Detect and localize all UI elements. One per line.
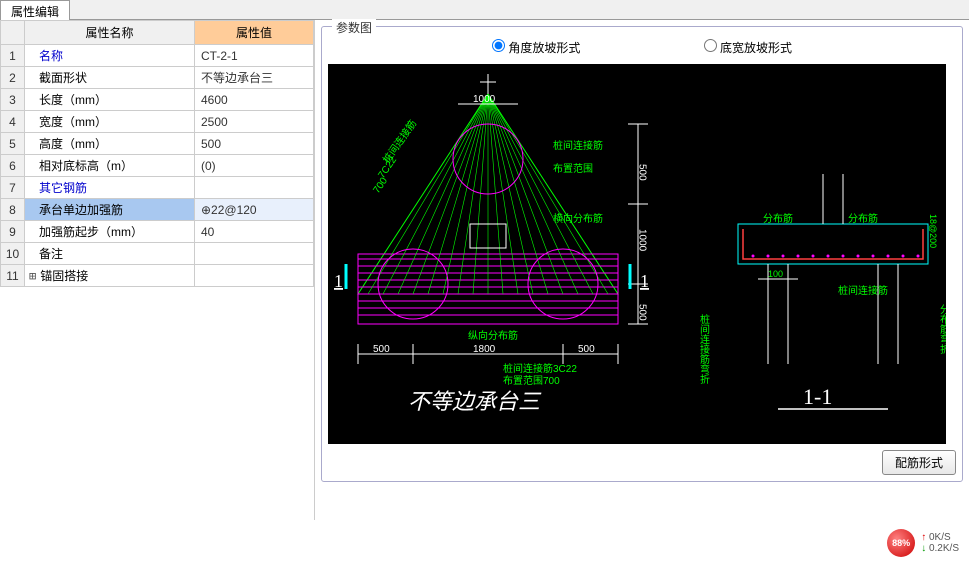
property-value[interactable]: (0) (195, 155, 314, 177)
diagram-legend: 参数图 (332, 19, 376, 36)
svg-text:1: 1 (334, 271, 343, 291)
property-value[interactable]: ⊕22@120 (195, 199, 314, 221)
property-name: 备注 (25, 243, 195, 265)
table-row[interactable]: 1名称CT-2-1 (1, 45, 314, 67)
table-row[interactable]: 3长度（mm）4600 (1, 89, 314, 111)
svg-text:1000: 1000 (473, 94, 496, 105)
property-name: 承台单边加强筋 (25, 199, 195, 221)
property-name: 长度（mm） (25, 89, 195, 111)
status-percent: 88% (887, 529, 915, 557)
row-number: 4 (1, 111, 25, 133)
property-value[interactable] (195, 177, 314, 199)
row-number: 9 (1, 221, 25, 243)
svg-text:500: 500 (637, 304, 648, 321)
svg-text:桩间连接筋: 桩间连接筋 (380, 117, 419, 165)
row-number: 3 (1, 89, 25, 111)
radio-angle-slope[interactable]: 角度放坡形式 (492, 39, 580, 56)
svg-text:1-1: 1-1 (803, 384, 832, 409)
property-value[interactable]: 500 (195, 133, 314, 155)
status-download: 0.2K/S (921, 543, 959, 554)
row-number: 5 (1, 133, 25, 155)
property-table: 属性名称 属性值 1名称CT-2-12截面形状不等边承台三3长度（mm）4600… (0, 20, 314, 287)
table-row[interactable]: 5高度（mm）500 (1, 133, 314, 155)
svg-text:500: 500 (373, 344, 390, 355)
property-value[interactable]: 40 (195, 221, 314, 243)
svg-text:不等边承台三: 不等边承台三 (408, 389, 542, 414)
col-value: 属性值 (195, 21, 314, 45)
svg-text:桩间连接筋弯折: 桩间连接筋弯折 (698, 313, 710, 385)
row-number: 8 (1, 199, 25, 221)
diagram-group: 参数图 角度放坡形式 底宽放坡形式 (321, 26, 963, 482)
row-number: 2 (1, 67, 25, 89)
svg-text:桩间连接筋3C22: 桩间连接筋3C22 (503, 362, 577, 375)
property-value[interactable] (195, 243, 314, 265)
table-row[interactable]: 2截面形状不等边承台三 (1, 67, 314, 89)
property-value[interactable]: 4600 (195, 89, 314, 111)
table-row[interactable]: 7其它钢筋 (1, 177, 314, 199)
svg-text:纵向分布筋: 纵向分布筋 (468, 329, 518, 342)
svg-text:1: 1 (640, 271, 649, 291)
property-name: 名称 (25, 45, 195, 67)
svg-text:布置范围700: 布置范围700 (503, 374, 560, 387)
svg-text:100: 100 (768, 269, 783, 279)
property-panel: 属性名称 属性值 1名称CT-2-12截面形状不等边承台三3长度（mm）4600… (0, 20, 315, 520)
row-number: 6 (1, 155, 25, 177)
svg-text:1800: 1800 (473, 344, 496, 355)
table-row[interactable]: 8承台单边加强筋⊕22@120 (1, 199, 314, 221)
svg-text:横向分布筋: 横向分布筋 (553, 212, 603, 225)
svg-text:分布筋弯折: 分布筋弯折 (938, 304, 947, 355)
property-value[interactable] (195, 265, 314, 287)
status-upload: 0K/S (921, 532, 959, 543)
property-name: 高度（mm） (25, 133, 195, 155)
table-row[interactable]: 6相对底标高（m）(0) (1, 155, 314, 177)
table-row[interactable]: 9加强筋起步（mm）40 (1, 221, 314, 243)
property-name: 其它钢筋 (25, 177, 195, 199)
property-name: ⊞锚固搭接 (25, 265, 195, 287)
tab-property-edit[interactable]: 属性编辑 (0, 0, 70, 22)
col-rownum (1, 21, 25, 45)
svg-text:分布筋: 分布筋 (848, 212, 878, 225)
property-value[interactable]: 2500 (195, 111, 314, 133)
row-number: 1 (1, 45, 25, 67)
cad-diagram: 1 1 1000 500 1800 500 500 1000 500 桩间连接筋… (328, 64, 946, 444)
status-widget: 88% 0K/S 0.2K/S (887, 529, 959, 557)
property-value[interactable]: CT-2-1 (195, 45, 314, 67)
property-name: 宽度（mm） (25, 111, 195, 133)
property-name: 加强筋起步（mm） (25, 221, 195, 243)
svg-text:布置范围: 布置范围 (553, 162, 593, 175)
col-name: 属性名称 (25, 21, 195, 45)
property-name: 截面形状 (25, 67, 195, 89)
table-row[interactable]: 11⊞锚固搭接 (1, 265, 314, 287)
row-number: 11 (1, 265, 25, 287)
table-row[interactable]: 10备注 (1, 243, 314, 265)
radio-width-slope[interactable]: 底宽放坡形式 (704, 39, 792, 56)
property-value[interactable]: 不等边承台三 (195, 67, 314, 89)
svg-text:桩间连接筋: 桩间连接筋 (553, 139, 603, 152)
svg-text:500: 500 (637, 164, 648, 181)
tab-bar: 属性编辑 (0, 0, 969, 20)
svg-text:1000: 1000 (637, 229, 648, 252)
svg-text:分布筋: 分布筋 (763, 212, 793, 225)
svg-text:18@200: 18@200 (928, 214, 938, 248)
row-number: 7 (1, 177, 25, 199)
row-number: 10 (1, 243, 25, 265)
svg-text:500: 500 (578, 344, 595, 355)
svg-text:桩间连接筋: 桩间连接筋 (838, 284, 888, 297)
table-row[interactable]: 4宽度（mm）2500 (1, 111, 314, 133)
svg-text:700: 700 (371, 175, 390, 195)
property-name: 相对底标高（m） (25, 155, 195, 177)
rebar-form-button[interactable]: 配筋形式 (882, 450, 956, 475)
